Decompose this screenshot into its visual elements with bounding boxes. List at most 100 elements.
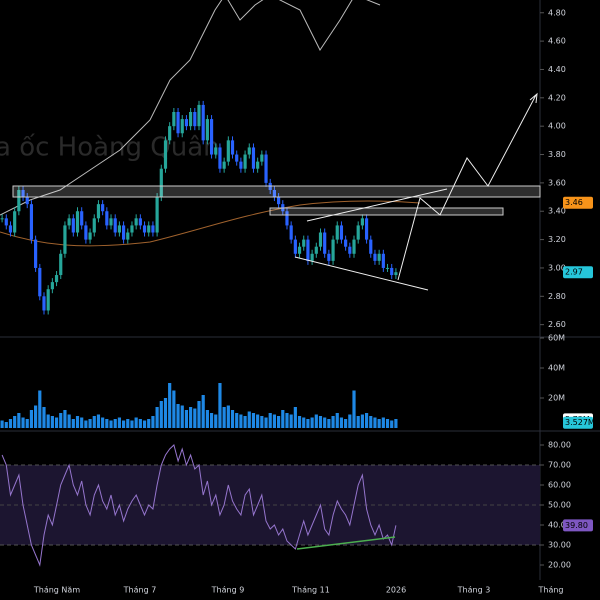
volume-bar: [88, 419, 92, 428]
candle: [247, 147, 251, 155]
volume-bar: [113, 419, 117, 428]
candle: [54, 275, 59, 283]
candle: [0, 218, 4, 220]
volume-bar: [201, 395, 205, 428]
candle: [193, 112, 197, 127]
volume-bar: [297, 416, 302, 428]
volume-bar: [0, 420, 4, 428]
candle: [373, 253, 377, 261]
candle: [209, 119, 214, 155]
candle: [289, 225, 293, 240]
volume-bar: [356, 416, 360, 428]
candle: [50, 282, 54, 290]
y-tick-label: 3.20: [548, 235, 566, 244]
volume-bar: [4, 422, 8, 428]
candle: [243, 154, 247, 169]
volume-bar: [230, 410, 235, 428]
candle: [385, 267, 390, 269]
volume-bar: [121, 420, 126, 428]
volume-bar: [272, 414, 277, 428]
candle: [42, 296, 46, 311]
candle: [101, 204, 105, 212]
volume-bar: [42, 407, 46, 428]
volume-bar: [377, 419, 381, 428]
divergence-line: [296, 536, 396, 550]
y-tick-label: 2.60: [548, 320, 566, 329]
volume-bar: [394, 419, 398, 428]
candle: [59, 253, 63, 276]
candle: [264, 154, 268, 183]
candle: [285, 211, 289, 226]
x-tick-label: Tháng Năm: [33, 586, 80, 595]
price-badge-box: [563, 416, 593, 429]
x-tick-label: Tháng 11: [291, 586, 330, 595]
candle: [176, 112, 180, 134]
candle: [377, 253, 381, 261]
volume-bar: [151, 416, 155, 428]
candle: [25, 197, 29, 205]
volume-bar: [239, 414, 243, 428]
volume-bar: [256, 414, 260, 428]
candle: [394, 272, 398, 276]
volume-bar: [75, 416, 80, 428]
candle: [189, 112, 193, 127]
candle: [348, 246, 352, 254]
candle: [163, 140, 168, 169]
volume-bar: [209, 413, 214, 428]
candle: [159, 168, 163, 198]
volume-bar: [180, 405, 184, 428]
volume-bar: [289, 414, 293, 428]
volume-bar: [63, 410, 67, 428]
candle: [92, 218, 96, 233]
candle: [96, 204, 101, 219]
candle: [71, 218, 75, 233]
projection-arrow: [529, 92, 538, 104]
volume-bar: [25, 419, 29, 428]
volume-bar: [126, 419, 130, 428]
comparison-line: [0, 0, 381, 216]
volume-bar: [67, 414, 71, 428]
volume-bar: [205, 410, 209, 428]
volume-bar: [46, 414, 50, 428]
candle: [105, 211, 109, 226]
watermark: a ốc Hoàng Quân: [0, 133, 220, 163]
candle: [310, 253, 314, 261]
y-tick-label: 4.20: [548, 93, 566, 102]
volume-bar: [147, 419, 151, 428]
candle: [126, 232, 130, 240]
volume-bar: [214, 414, 218, 428]
volume-bar: [105, 419, 109, 428]
candle: [222, 161, 226, 169]
volume-bar: [360, 414, 364, 428]
volume-bar: [138, 419, 142, 428]
candle: [21, 189, 25, 198]
price-badge-box: [563, 266, 593, 279]
price-badge-label: 2.97: [565, 268, 583, 277]
candle: [138, 218, 142, 226]
volume-bar: [373, 417, 377, 428]
price-badge-label: 39.80: [565, 521, 588, 530]
volume-bar: [17, 413, 21, 428]
candle: [38, 267, 42, 297]
y-tick-label: 20M: [548, 394, 565, 403]
volume-bar: [293, 407, 297, 428]
resistance-zone: [12, 185, 541, 198]
x-tick-label: Tháng: [537, 586, 563, 595]
volume-bar: [381, 417, 385, 428]
volume-bar: [226, 405, 230, 428]
candle: [369, 239, 373, 254]
volume-bar: [335, 413, 339, 428]
candle: [142, 225, 147, 233]
volume-bar: [385, 419, 390, 428]
y-tick-label: 40M: [548, 364, 565, 373]
volume-bar: [247, 411, 251, 428]
volume-bar: [331, 416, 335, 428]
candle: [335, 225, 339, 240]
volume-bar: [369, 416, 373, 428]
price-badge-label: 3.46: [565, 198, 583, 207]
volume-bar: [218, 383, 222, 428]
candle: [327, 253, 331, 261]
x-tick-label: Tháng 9: [211, 586, 245, 595]
candle: [235, 154, 239, 162]
candle: [4, 218, 8, 226]
